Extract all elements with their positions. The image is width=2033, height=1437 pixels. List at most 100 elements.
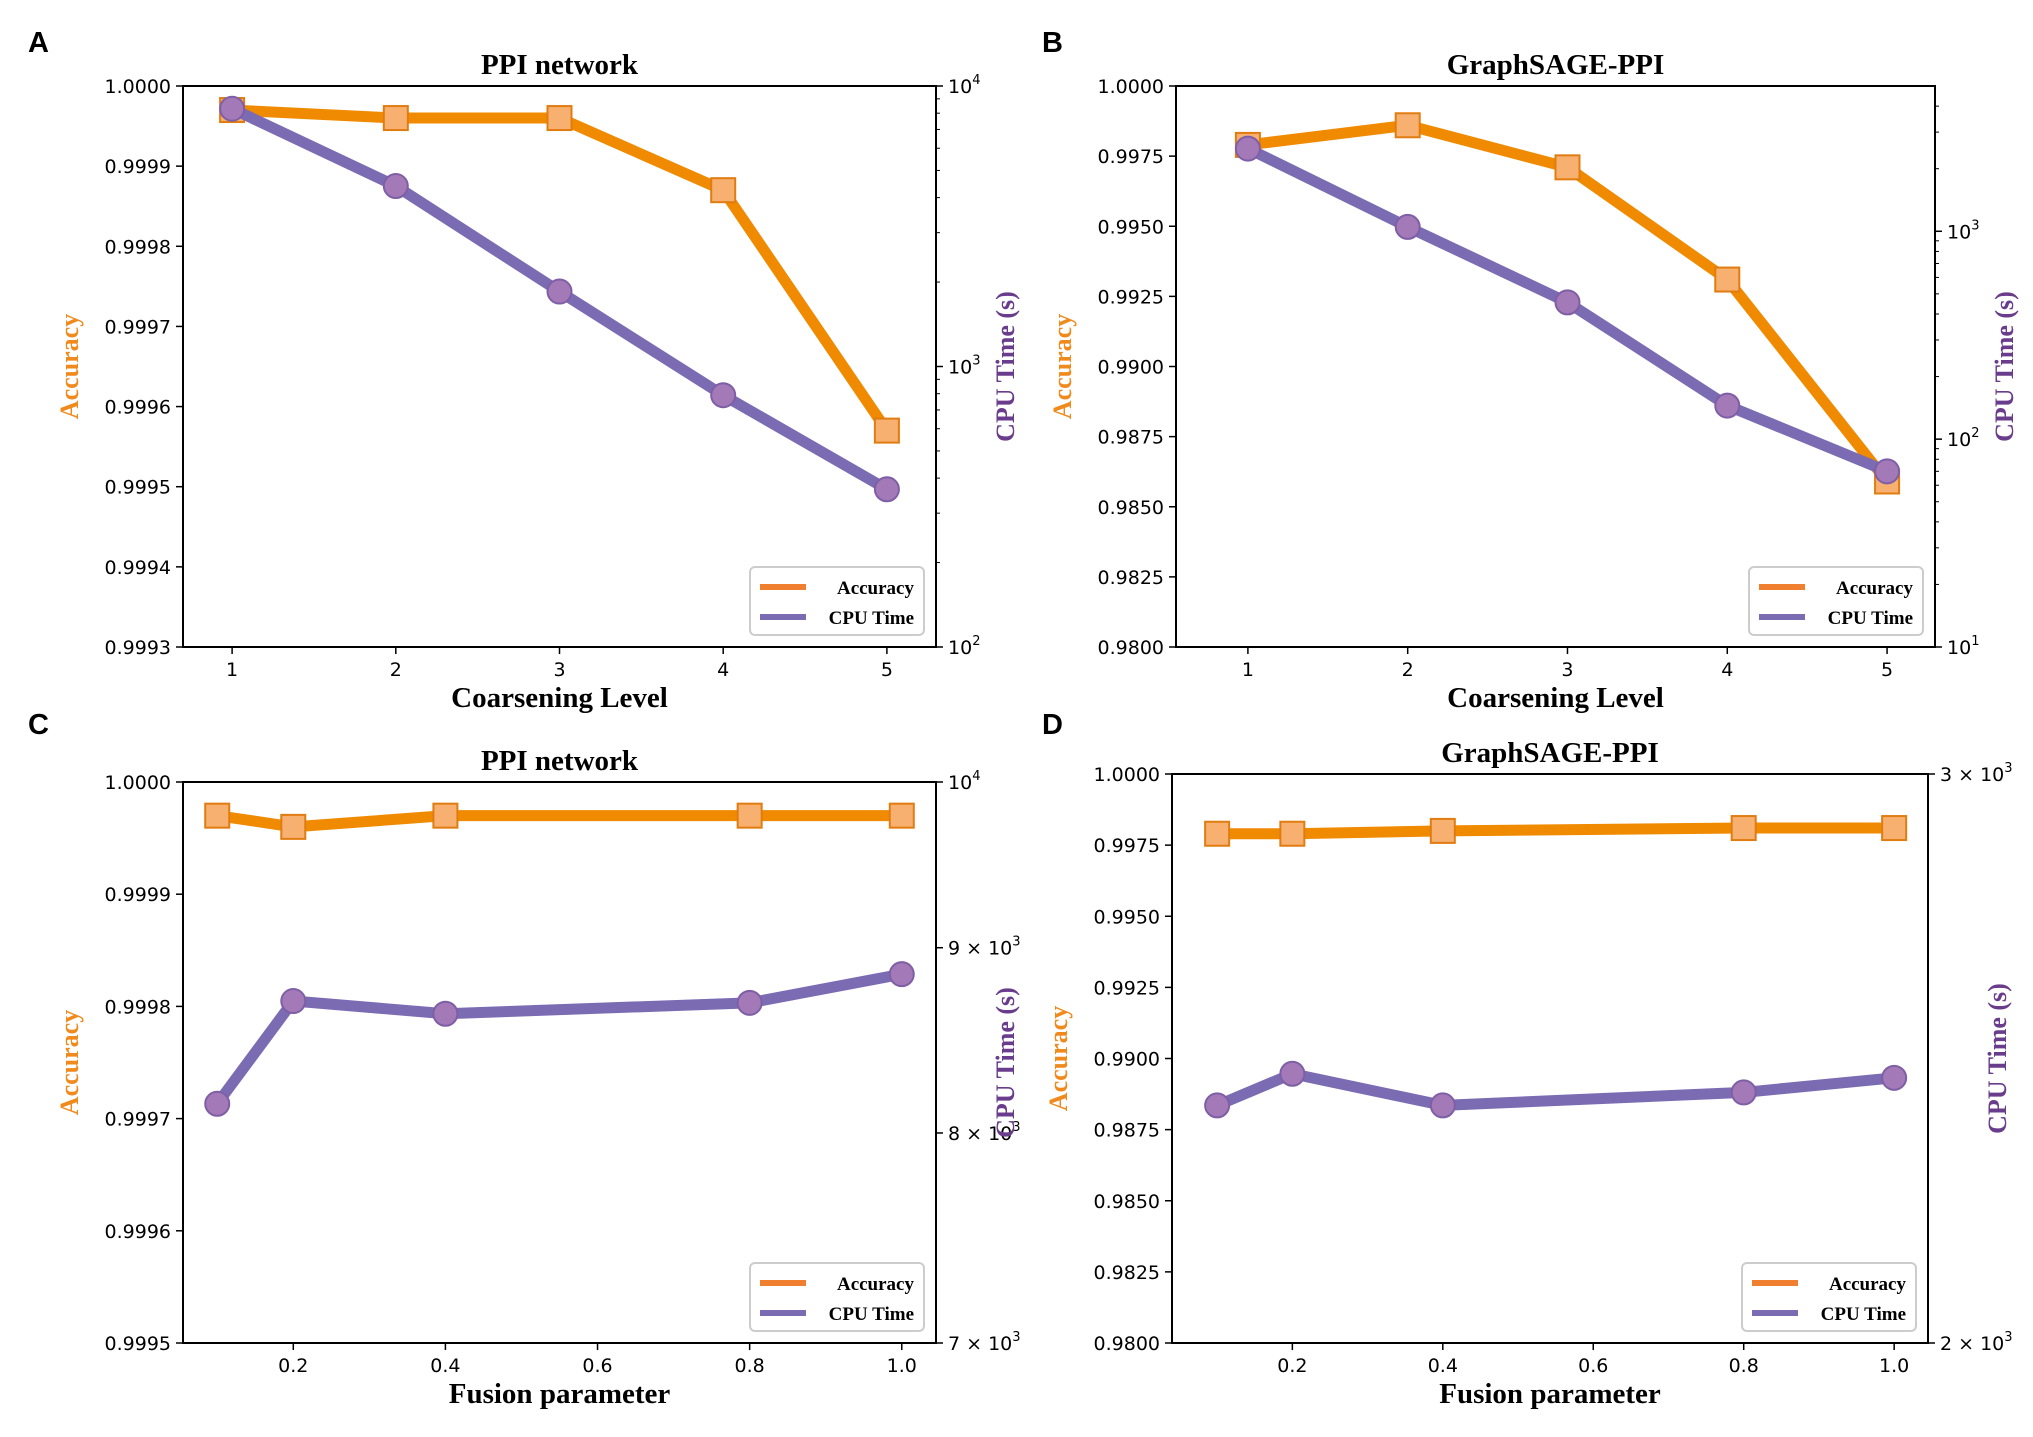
y-tick-label-left: 0.9995 — [105, 1333, 171, 1355]
tick-label-exponent: 3 — [1971, 218, 1979, 233]
cpu-time-marker — [736, 989, 763, 1016]
plot-frame — [182, 781, 937, 1344]
panel-letter: B — [1042, 27, 1063, 59]
y-tick-label-left: 0.9925 — [1094, 977, 1160, 999]
y-tick-label-left: 0.9993 — [105, 637, 171, 659]
panel-letter: A — [28, 27, 49, 59]
x-tick-label: 5 — [881, 659, 893, 681]
y-tick-label-left: 0.9997 — [105, 1109, 171, 1131]
x-tick-label: 0.6 — [1578, 1355, 1608, 1377]
y-tick-label-left: 0.9875 — [1098, 427, 1164, 449]
accuracy-line — [1211, 822, 1900, 840]
cpu-time-marker — [1429, 1092, 1456, 1119]
tick-label-base: 10 — [948, 637, 972, 659]
cpu-time-marker — [1234, 135, 1261, 162]
y-tick-label-left: 0.9875 — [1094, 1120, 1160, 1142]
tick-label-base: 10 — [1947, 429, 1971, 451]
legend-label: CPU Time — [829, 608, 914, 629]
accuracy-marker — [432, 802, 459, 829]
legend-label: CPU Time — [829, 1304, 914, 1325]
y-tick-label-left: 0.9850 — [1094, 1191, 1160, 1213]
x-axis-label: Fusion parameter — [1439, 1378, 1661, 1410]
y-tick-label-left: 0.9999 — [105, 884, 171, 906]
cpu-time-marker — [1730, 1079, 1757, 1106]
y-tick-label-right: 8 × 103 — [948, 1120, 1021, 1145]
y-tick-label-left: 1.0000 — [105, 76, 171, 98]
x-tick-label: 4 — [1721, 659, 1733, 681]
y-tick-label-left: 0.9975 — [1094, 835, 1160, 857]
chart-title: PPI network — [481, 745, 639, 777]
chart-title: GraphSAGE-PPI — [1441, 737, 1659, 769]
tick-label-exponent: 4 — [972, 73, 980, 88]
y-tick-label-right: 3 × 103 — [1940, 761, 2013, 786]
accuracy-marker — [888, 802, 915, 829]
tick-label-exponent: 3 — [1012, 1330, 1020, 1345]
chart-title: PPI network — [481, 49, 639, 81]
tick-label-exponent: 3 — [1012, 935, 1020, 950]
y-tick-label-right: 2 × 103 — [1940, 1330, 2013, 1355]
y-tick-label-left: 0.9800 — [1098, 637, 1164, 659]
accuracy-line — [211, 810, 908, 833]
tick-label-base: 9 × 10 — [948, 938, 1012, 960]
cpu-time-line — [1211, 1068, 1900, 1111]
y-tick-label-right: 103 — [948, 354, 980, 379]
tick-label-exponent: 2 — [1971, 426, 1979, 441]
cpu-time-line — [211, 968, 908, 1110]
y-tick-label-left: 0.9995 — [105, 477, 171, 499]
y-tick-label-left: 0.9997 — [105, 316, 171, 338]
y-tick-label-left: 1.0000 — [1094, 764, 1160, 786]
cpu-time-marker — [1554, 289, 1581, 316]
tick-label-exponent: 3 — [1012, 1120, 1020, 1135]
cpu-time-marker — [382, 173, 409, 200]
cpu-time-marker — [546, 278, 573, 305]
y-tick-label-left: 0.9996 — [105, 397, 171, 419]
y-tick-label-left: 0.9999 — [105, 156, 171, 178]
x-tick-label: 0.4 — [430, 1355, 460, 1377]
accuracy-marker — [280, 813, 307, 840]
legend-label: Accuracy — [1829, 1274, 1907, 1295]
y-tick-label-left: 0.9900 — [1098, 357, 1164, 379]
x-tick-label: 3 — [553, 659, 565, 681]
x-tick-label: 0.6 — [582, 1355, 612, 1377]
tick-label-base: 10 — [948, 772, 972, 794]
x-tick-label: 3 — [1561, 659, 1573, 681]
x-tick-label: 2 — [390, 659, 402, 681]
y-tick-label-left: 0.9994 — [105, 557, 171, 579]
tick-label-base: 10 — [1947, 637, 1971, 659]
cpu-time-marker — [432, 1000, 459, 1027]
x-tick-label: 0.8 — [1729, 1355, 1759, 1377]
legend-label: Accuracy — [837, 578, 915, 599]
accuracy-marker — [204, 802, 231, 829]
tick-label-exponent: 3 — [2004, 1330, 2012, 1345]
legend-label: Accuracy — [837, 1274, 915, 1295]
y-tick-label-left: 0.9975 — [1098, 146, 1164, 168]
panel-c: C PPI network 0.2 0.4 0.6 0.8 1.0 Fusion parame… — [28, 709, 1021, 1410]
tick-label-base: 3 × 10 — [1940, 764, 2004, 786]
x-tick-label: 1 — [226, 659, 238, 681]
y-tick-label-left: 0.9950 — [1094, 906, 1160, 928]
accuracy-marker — [1554, 154, 1581, 181]
x-tick-label: 4 — [717, 659, 729, 681]
panel-b: B GraphSAGE-PPI 1 2 3 4 5 Coarsening Level 0.980… — [1042, 27, 2019, 714]
y-tick-label-left: 0.9825 — [1094, 1262, 1160, 1284]
x-tick-label: 2 — [1402, 659, 1414, 681]
y-tick-label-right: 102 — [948, 634, 980, 659]
y-axis-label-left: Accuracy — [1044, 1006, 1073, 1111]
x-tick-label: 5 — [1881, 659, 1893, 681]
x-tick-label: 0.2 — [1277, 1355, 1307, 1377]
x-tick-label: 0.4 — [1428, 1355, 1458, 1377]
y-tick-label-left: 0.9925 — [1098, 286, 1164, 308]
cpu-time-marker — [1874, 458, 1901, 485]
accuracy-marker — [1714, 266, 1741, 293]
accuracy-marker — [1881, 815, 1908, 842]
cpu-time-marker — [873, 476, 900, 503]
y-tick-label-left: 1.0000 — [105, 772, 171, 794]
y-axis-label-left: Accuracy — [55, 1010, 84, 1115]
y-tick-label-left: 0.9996 — [105, 1221, 171, 1243]
tick-label-exponent: 4 — [972, 769, 980, 784]
y-tick-label-left: 0.9998 — [105, 236, 171, 258]
cpu-time-marker — [1394, 213, 1421, 240]
tick-label-base: 7 × 10 — [948, 1333, 1012, 1355]
y-tick-label-left: 0.9850 — [1098, 497, 1164, 519]
chart-title: GraphSAGE-PPI — [1447, 49, 1665, 81]
